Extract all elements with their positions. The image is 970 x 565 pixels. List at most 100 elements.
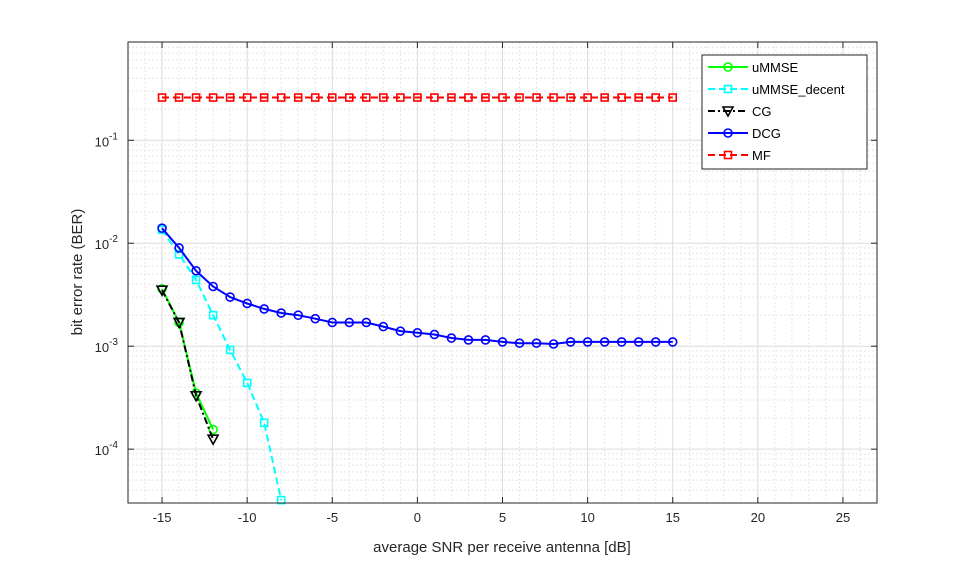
series-mf [157, 93, 678, 102]
data-point-dcg [497, 337, 508, 347]
data-point-dcg [208, 281, 218, 292]
data-point-cg [206, 434, 220, 446]
data-point-mf [430, 93, 439, 102]
y-tick-label: 10-1 [95, 131, 119, 149]
data-point-dcg [310, 313, 321, 324]
x-tick-label: 0 [414, 510, 421, 525]
series-layer [155, 93, 678, 505]
data-point-mf [344, 93, 354, 102]
data-point-dcg [242, 298, 252, 309]
data-point-mf [259, 93, 269, 102]
data-point-ummse-decent [225, 345, 235, 355]
data-point-dcg [514, 338, 525, 348]
x-tick-label: -10 [238, 510, 257, 525]
data-point-dcg [582, 337, 593, 347]
data-point-dcg [378, 321, 389, 332]
data-point-mf [634, 93, 643, 102]
data-point-mf [191, 93, 201, 102]
data-point-mf [174, 93, 184, 102]
legend-item-ummse: uMMSE [708, 60, 799, 75]
data-point-dcg [276, 308, 287, 318]
data-point-dcg [667, 337, 678, 347]
data-point-mf [208, 93, 218, 102]
data-point-mf [651, 93, 661, 102]
data-point-dcg [327, 317, 338, 328]
data-point-dcg [463, 335, 474, 345]
data-point-dcg [616, 337, 627, 347]
data-point-dcg [293, 310, 304, 320]
data-point-cg [155, 285, 169, 297]
data-point-dcg [191, 265, 201, 276]
x-tick-label: 15 [665, 510, 679, 525]
data-point-dcg [344, 317, 355, 328]
data-point-mf [379, 93, 388, 102]
data-point-mf [583, 93, 592, 102]
data-point-dcg [548, 339, 559, 349]
series-line-cg [161, 289, 215, 440]
data-point-mf [498, 93, 507, 102]
data-point-mf [566, 93, 575, 102]
series-dcg [157, 223, 678, 349]
legend-label: CG [752, 104, 772, 119]
legend-item-ummse-decent: uMMSE_decent [708, 82, 845, 97]
data-point-mf [617, 93, 626, 102]
data-point-mf [413, 93, 422, 102]
x-tick-label: 20 [751, 510, 765, 525]
series-line-dcg [161, 227, 673, 346]
legend-item-cg: CG [708, 104, 772, 119]
legend-item-dcg: DCG [708, 126, 781, 141]
axes [127, 41, 878, 504]
data-point-mf [668, 93, 678, 102]
data-point-dcg [225, 292, 235, 302]
data-point-ummse-decent [276, 495, 286, 505]
data-point-dcg [480, 335, 491, 345]
data-point-ummse [208, 424, 218, 435]
data-point-mf [276, 93, 286, 102]
data-point-ummse-decent [259, 418, 269, 428]
series-cg [155, 285, 220, 446]
legend-label: uMMSE_decent [752, 82, 845, 97]
legend-marker [723, 150, 733, 160]
data-point-mf [242, 93, 252, 102]
data-point-mf [362, 93, 371, 102]
legend-marker [723, 84, 733, 94]
data-point-dcg [412, 327, 423, 338]
data-point-dcg [633, 337, 644, 347]
data-point-mf [600, 93, 609, 102]
data-point-mf [293, 93, 303, 102]
data-point-dcg [395, 326, 406, 336]
data-point-dcg [650, 337, 661, 347]
legend-item-mf: MF [708, 148, 771, 163]
data-point-ummse-decent [242, 378, 252, 388]
data-point-dcg [446, 333, 457, 343]
legend-label: DCG [752, 126, 781, 141]
x-tick-label: 10 [580, 510, 594, 525]
data-point-cg [172, 317, 186, 330]
data-point-mf [464, 93, 473, 102]
data-point-mf [515, 93, 524, 102]
data-point-dcg [531, 338, 542, 348]
data-point-dcg [174, 243, 184, 253]
x-tick-label: -5 [326, 510, 338, 525]
x-tick-label: -15 [153, 510, 172, 525]
tick-labels: -15 -10 -5 0 5 10 15 20 25 10-4 10-3 10-2 10-1 [95, 131, 851, 525]
x-tick-label: 25 [836, 510, 850, 525]
data-point-dcg [157, 223, 167, 233]
data-point-dcg [259, 304, 269, 314]
data-point-mf [225, 93, 235, 102]
data-point-mf [532, 93, 541, 102]
y-tick-label: 10-2 [95, 234, 119, 252]
legend-label: uMMSE [752, 60, 799, 75]
x-axis-label: average SNR per receive antenna [dB] [373, 539, 631, 556]
data-point-dcg [429, 329, 440, 340]
x-tick-label: 5 [499, 510, 506, 525]
y-axis-label: bit error rate (BER) [69, 209, 86, 336]
data-point-mf [396, 93, 405, 102]
legend-marker [721, 106, 735, 118]
data-point-ummse-decent [191, 275, 201, 285]
data-point-dcg [361, 317, 372, 328]
data-point-mf [327, 93, 337, 102]
data-point-mf [157, 93, 167, 102]
data-point-mf [549, 93, 558, 102]
